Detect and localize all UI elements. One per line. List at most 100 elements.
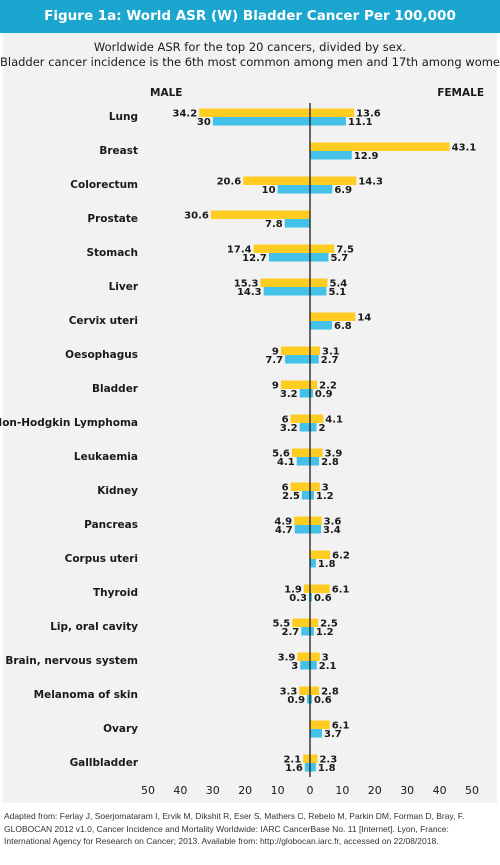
female-value-label: 2.2	[319, 380, 337, 391]
female-value-label: 7.5	[336, 244, 354, 255]
male-value-label: 3.2	[280, 389, 298, 400]
female-value-label: 2.1	[319, 661, 337, 672]
x-tick-label: 40	[433, 784, 447, 797]
chart-panel	[3, 33, 497, 803]
male-bar	[299, 389, 310, 398]
female-bar	[310, 457, 320, 466]
female-bar	[310, 253, 329, 262]
male-value-label: 0.9	[287, 695, 305, 706]
female-bar	[310, 414, 324, 423]
category-label: Lip, oral cavity	[50, 621, 138, 633]
female-bar	[310, 346, 321, 355]
male-value-label: 30	[197, 117, 211, 128]
female-value-label: 14.3	[358, 176, 383, 187]
male-bar	[284, 219, 310, 228]
male-bar	[301, 491, 310, 500]
male-bar	[304, 763, 310, 772]
female-value-label: 3.1	[322, 346, 340, 357]
female-value-label: 6.8	[334, 321, 352, 332]
female-bar	[310, 185, 333, 194]
male-value-label: 34.2	[173, 108, 198, 119]
male-bar	[199, 108, 310, 117]
male-value-label: 3.3	[280, 686, 298, 697]
female-bar	[310, 559, 316, 568]
male-value-label: 17.4	[227, 244, 252, 255]
male-bar	[294, 525, 310, 534]
category-label: Non-Hodgkin Lymphoma	[0, 417, 138, 429]
male-value-label: 30.6	[184, 210, 209, 221]
female-bar	[310, 321, 333, 330]
subtitle-line-1: Worldwide ASR for the top 20 cancers, di…	[93, 40, 407, 54]
source-footnote: Adapted from: Ferlay J, Soerjomataram I,…	[4, 811, 465, 846]
male-bar	[290, 482, 310, 491]
category-label: Liver	[109, 281, 139, 293]
male-bar	[292, 618, 310, 627]
female-bar	[310, 491, 314, 500]
male-value-label: 5.6	[272, 448, 290, 459]
female-value-label: 13.6	[356, 108, 381, 119]
female-value-label: 1.2	[316, 627, 334, 638]
male-bar	[290, 414, 310, 423]
category-label: Pancreas	[84, 519, 138, 531]
female-value-label: 2.7	[321, 355, 339, 366]
female-bar	[310, 695, 312, 704]
male-value-label: 7.7	[265, 355, 283, 366]
female-side-label: FEMALE	[437, 87, 484, 99]
male-bar	[285, 355, 310, 364]
male-bar	[299, 686, 310, 695]
x-tick-label: 30	[400, 784, 414, 797]
female-value-label: 2.8	[321, 457, 339, 468]
female-value-label: 6.1	[332, 720, 350, 731]
female-value-label: 6.9	[334, 185, 352, 196]
category-label: Leukaemia	[74, 451, 138, 463]
male-value-label: 2.5	[282, 491, 300, 502]
female-value-label: 2	[318, 423, 325, 434]
male-value-label: 3	[291, 661, 298, 672]
male-value-label: 10	[262, 185, 276, 196]
x-tick-label: 20	[238, 784, 252, 797]
male-value-label: 2.7	[282, 627, 300, 638]
category-label: Lung	[109, 111, 138, 123]
female-bar	[310, 618, 319, 627]
female-value-label: 5.4	[329, 278, 347, 289]
female-bar	[310, 763, 316, 772]
x-tick-label: 50	[465, 784, 479, 797]
male-bar	[307, 695, 310, 704]
category-label: Corpus uteri	[65, 553, 138, 565]
female-bar	[310, 312, 356, 321]
female-bar	[310, 389, 313, 398]
male-bar	[268, 253, 310, 262]
male-bar	[253, 244, 310, 253]
female-value-label: 6.1	[332, 584, 350, 595]
male-bar	[291, 448, 310, 457]
female-value-label: 2.5	[320, 618, 338, 629]
male-bar	[280, 346, 310, 355]
female-bar	[310, 355, 319, 364]
male-bar	[260, 278, 310, 287]
male-bar	[300, 661, 310, 670]
female-value-label: 1.2	[316, 491, 334, 502]
male-bar	[277, 185, 310, 194]
female-bar	[310, 754, 318, 763]
x-tick-label: 0	[307, 784, 314, 797]
female-bar	[310, 117, 346, 126]
male-value-label: 4.1	[277, 457, 295, 468]
female-value-label: 5.7	[330, 253, 348, 264]
male-bar	[296, 457, 310, 466]
female-value-label: 3.4	[323, 525, 341, 536]
male-bar	[301, 627, 310, 636]
female-bar	[310, 278, 328, 287]
male-side-label: MALE	[150, 87, 183, 99]
male-bar	[263, 287, 310, 296]
x-tick-label: 40	[173, 784, 187, 797]
male-bar	[280, 380, 310, 389]
category-label: Prostate	[87, 213, 138, 225]
female-value-label: 2.8	[321, 686, 339, 697]
female-value-label: 6.2	[332, 550, 350, 561]
female-bar	[310, 652, 320, 661]
female-bar	[310, 516, 322, 525]
male-value-label: 14.3	[237, 287, 262, 298]
female-bar	[310, 380, 318, 389]
female-bar	[310, 525, 322, 534]
